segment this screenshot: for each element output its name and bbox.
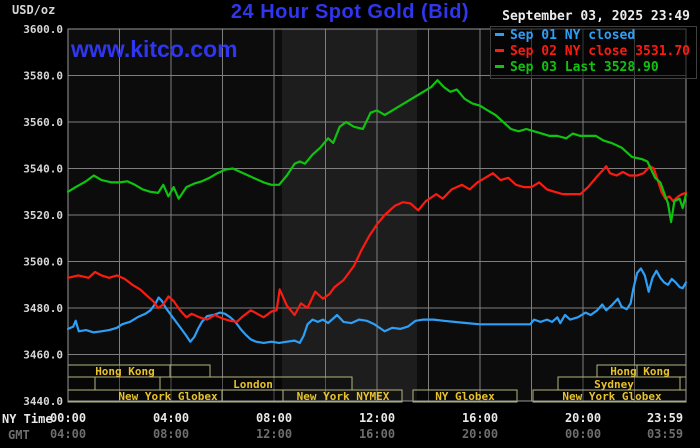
- session-label: NY Globex: [435, 390, 495, 403]
- session-label: London: [233, 378, 273, 391]
- session-label: New York Globex: [562, 390, 662, 403]
- legend-item-0: Sep 01 NY closed: [494, 28, 690, 44]
- session-box: [67, 376, 353, 391]
- x-tick-label-ny: 20:00: [565, 411, 601, 425]
- x-tick-label-gmt: 00:00: [565, 427, 601, 441]
- y-tick-label: 3500.0: [23, 256, 63, 269]
- x-tick-label-gmt: 20:00: [462, 427, 498, 441]
- legend-item-1: Sep 02 NY close 3531.70: [494, 44, 690, 60]
- x-tick-label-gmt: 04:00: [50, 427, 86, 441]
- legend-line-swatch: [494, 48, 504, 52]
- x-tick-label-ny: 08:00: [256, 411, 292, 425]
- series-line-sep03: [66, 79, 688, 224]
- ny-time-axis-label: NY Time: [2, 412, 53, 426]
- session-label: New York NYMEX: [297, 390, 390, 403]
- x-tick-label-gmt: 12:00: [256, 427, 292, 441]
- legend-item-2: Sep 03 Last 3528.90: [494, 60, 690, 76]
- x-tick-label-ny: 12:00: [359, 411, 395, 425]
- plot-border: [67, 28, 687, 402]
- y-tick-label: 3520.0: [23, 209, 63, 222]
- kitco-watermark: www.kitco.com: [71, 36, 238, 62]
- y-axis-units-label: USD/oz: [12, 3, 56, 17]
- x-tick-label-gmt: 16:00: [359, 427, 395, 441]
- legend-line-swatch: [494, 64, 504, 68]
- x-tick-label-gmt: 08:00: [153, 427, 189, 441]
- y-tick-label: 3580.0: [23, 70, 63, 83]
- series-line-sep01: [66, 267, 688, 344]
- timestamp: September 03, 2025 23:49: [502, 9, 690, 24]
- y-tick-label: 3600.0: [23, 23, 63, 36]
- session-label: Sydney: [594, 378, 634, 391]
- y-tick-label: 3460.0: [23, 349, 63, 362]
- gmt-axis-label: GMT: [8, 428, 30, 442]
- session-box: [282, 389, 403, 403]
- session-label: Hong Kong: [95, 365, 155, 378]
- x-tick-label-ny: 00:00: [50, 411, 86, 425]
- legend-label: Sep 02 NY close 3531.70: [509, 44, 690, 59]
- session-box: [412, 389, 518, 403]
- x-tick-label-gmt: 03:59: [647, 427, 683, 441]
- y-tick-label: 3560.0: [23, 116, 63, 129]
- x-tick-label-ny: 23:59: [647, 411, 683, 425]
- series-line-sep02: [66, 165, 688, 323]
- x-tick-label-ny: 04:00: [153, 411, 189, 425]
- y-tick-label: 3540.0: [23, 163, 63, 176]
- legend-label: Sep 03 Last 3528.90: [509, 60, 659, 75]
- session-label: New York Globex: [118, 390, 218, 403]
- y-tick-label: 3440.0: [23, 395, 63, 408]
- session-label: Hong Kong: [610, 365, 670, 378]
- x-tick-label-ny: 16:00: [462, 411, 498, 425]
- y-tick-label: 3480.0: [23, 302, 63, 315]
- page-title: 24 Hour Spot Gold (Bid): [230, 1, 470, 23]
- legend-label: Sep 01 NY closed: [509, 28, 636, 43]
- legend: Sep 01 NY closed Sep 02 NY close 3531.70 S…: [489, 26, 697, 79]
- legend-line-swatch: [494, 32, 504, 36]
